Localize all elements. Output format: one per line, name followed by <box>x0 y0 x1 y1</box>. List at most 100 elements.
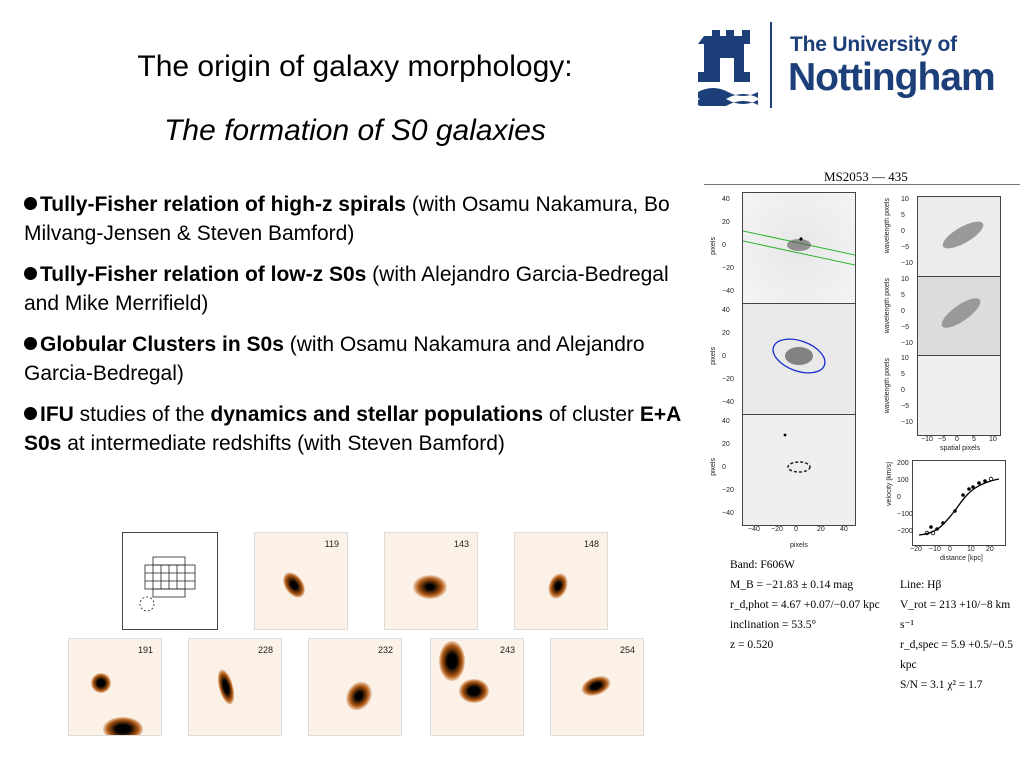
galaxy-id-label: 119 <box>324 539 339 549</box>
bullet-item: Globular Clusters in S0s (with Osamu Nak… <box>24 330 690 388</box>
galaxy-id-label: 148 <box>583 539 599 549</box>
image-panel-direct <box>742 193 856 304</box>
galaxy-blob <box>341 677 377 715</box>
bullet-dot-icon <box>24 267 37 280</box>
image-panel-model <box>743 304 855 415</box>
galaxy-id-label: 228 <box>257 645 273 655</box>
image-y-tick: −40 <box>722 399 734 406</box>
rotation-curve-x-tick: −10 <box>929 546 941 553</box>
image-x-tick: −40 <box>748 526 760 533</box>
rotation-curve-y-tick: −100 <box>897 511 913 518</box>
line-label: Line: Hβ <box>900 579 942 591</box>
image-ylabel: pixels <box>710 458 717 476</box>
spectrum-y-tick: −5 <box>901 403 909 410</box>
image-x-tick: 40 <box>840 526 848 533</box>
logo-divider <box>770 22 772 108</box>
galaxy-blob <box>214 667 238 707</box>
galaxy-id-label: 254 <box>619 645 635 655</box>
photometric-scale-label: r_d,phot = 4.67 +0.07/−0.07 kpc <box>730 599 880 611</box>
rotation-curve-x-tick: 20 <box>986 546 994 553</box>
image-y-tick: −40 <box>722 288 734 295</box>
bullet-dot-icon <box>24 337 37 350</box>
galaxy-blob <box>578 672 614 700</box>
galaxy-id-label: 191 <box>137 645 153 655</box>
rotation-curve-x-tick: 0 <box>948 546 952 553</box>
image-y-tick: 40 <box>722 418 730 425</box>
spectrum-panel-observed <box>918 197 1000 277</box>
image-y-tick: 0 <box>722 464 726 471</box>
logo-text-line2: Nottingham <box>788 56 996 99</box>
slide-subtitle: The formation of S0 galaxies <box>164 114 546 147</box>
galaxy-thumbnail: 254 <box>550 638 644 736</box>
right-parameter-block: Line: Hβ V_rot = 213 +10/−8 km s⁻¹ r_d,s… <box>900 575 1022 695</box>
spectrum-y-tick: 10 <box>901 276 909 283</box>
galaxy-id-label: 232 <box>377 645 393 655</box>
figure-rule <box>704 184 1020 185</box>
spectrum-y-tick: 5 <box>901 212 905 219</box>
figure-title: MS2053 — 435 <box>824 169 908 184</box>
bullet-text: (with Osamu Nakamura and Alejandro Garci… <box>24 333 645 385</box>
spectrum-y-tick: −10 <box>901 260 913 267</box>
bullet-text: (with Alejandro Garcia-Bedregal and Mike… <box>24 263 669 315</box>
image-y-tick: 40 <box>722 196 730 203</box>
galaxy-blob <box>103 717 143 735</box>
spectrum-x-tick: −10 <box>921 436 933 443</box>
rotation-curve-x-tick: −20 <box>910 546 922 553</box>
bullet-bold-text: IFU <box>40 403 74 426</box>
slide-title: The origin of galaxy morphology: <box>137 50 573 83</box>
spectrum-y-tick: −5 <box>901 244 909 251</box>
bullet-bold-text: Globular Clusters in S0s <box>40 333 284 356</box>
spectrum-panel-residual <box>918 356 1000 435</box>
image-y-tick: 20 <box>722 219 730 226</box>
rotation-velocity-label: V_rot = 213 +10/−8 km s⁻¹ <box>900 599 1011 631</box>
spectrum-y-tick: 0 <box>901 387 905 394</box>
image-x-tick: 0 <box>794 526 798 533</box>
image-y-tick: −40 <box>722 510 734 517</box>
bullet-list: Tully-Fisher relation of high-z spirals … <box>24 190 690 470</box>
spectrum-panel-model <box>918 277 1000 356</box>
spectrum-xlabel: spatial pixels <box>940 445 981 452</box>
bullet-text: of cluster <box>543 403 640 426</box>
logo-text-line1: The University of <box>790 33 957 56</box>
bullet-item: Tully-Fisher relation of high-z spirals … <box>24 190 690 248</box>
galaxy-blob <box>413 575 447 599</box>
spectrum-y-tick: 5 <box>901 371 905 378</box>
rotation-curve-y-tick: 200 <box>897 460 909 467</box>
image-y-tick: 0 <box>722 242 726 249</box>
image-ylabel: pixels <box>710 347 717 365</box>
spectrum-y-tick: 5 <box>901 292 905 299</box>
image-y-tick: 0 <box>722 353 726 360</box>
spectrum-y-tick: −10 <box>901 340 913 347</box>
bullet-text: (with Osamu Nakamura, Bo Milvang-Jensen … <box>24 193 670 245</box>
galaxy-blob <box>459 679 489 703</box>
galaxy-figure: MS2053 — 435 pixels pixels pixels 40 20 <box>704 162 1022 691</box>
bullet-bold-text: E+A S0s <box>24 403 681 455</box>
rotation-curve-panel <box>912 460 1006 546</box>
ifu-footprint-panel <box>122 532 218 630</box>
bullet-bold-text: Tully-Fisher relation of high-z spirals <box>40 193 406 216</box>
spectrum-y-tick: 0 <box>901 228 905 235</box>
bullet-dot-icon <box>24 197 37 210</box>
galaxy-blob <box>91 673 111 693</box>
galaxy-id-label: 143 <box>453 539 469 549</box>
galaxy-blob <box>278 568 310 602</box>
image-panel-stack <box>742 192 856 526</box>
bullet-dot-icon <box>24 407 37 420</box>
galaxy-thumbnail: 243 <box>430 638 524 736</box>
galaxy-thumbnail: 148 <box>514 532 608 630</box>
bullet-bold-text: Tully-Fisher relation of low-z S0s <box>40 263 367 286</box>
galaxy-id-label: 243 <box>499 645 515 655</box>
bullet-text: studies of the <box>73 403 211 426</box>
galaxy-thumbnail: 119 <box>254 532 348 630</box>
image-y-tick: −20 <box>722 265 734 272</box>
image-y-tick: 20 <box>722 330 730 337</box>
rotation-curve-y-tick: 100 <box>897 477 909 484</box>
image-x-tick: −20 <box>771 526 783 533</box>
spectrum-y-tick: 10 <box>901 355 909 362</box>
magnitude-label: M_B = −21.83 ± 0.14 mag <box>730 579 854 591</box>
bullet-item: IFU studies of the dynamics and stellar … <box>24 400 690 458</box>
image-y-tick: 20 <box>722 441 730 448</box>
spectrum-y-tick: 10 <box>901 196 909 203</box>
band-label: Band: F606W <box>730 559 795 571</box>
image-ylabel: pixels <box>710 237 717 255</box>
